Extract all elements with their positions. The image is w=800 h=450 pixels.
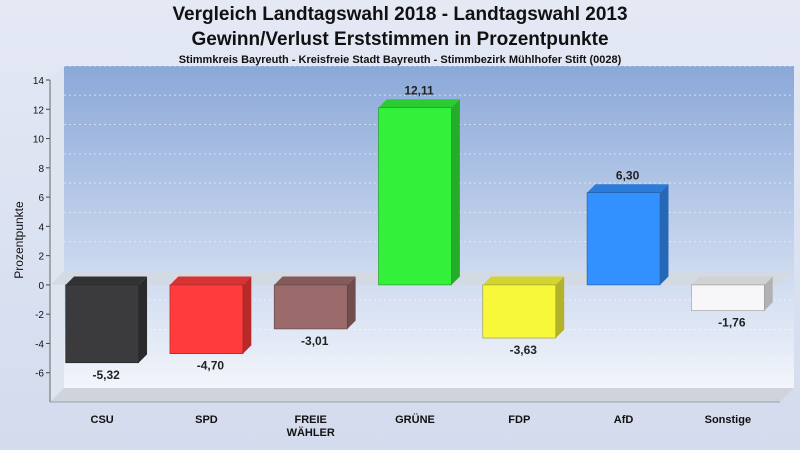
x-tick-label: CSU	[91, 414, 114, 426]
data-label: -5,32	[92, 368, 120, 382]
bar-top	[169, 276, 252, 285]
y-tick-label: 0	[38, 281, 44, 292]
bar-top	[587, 184, 669, 193]
x-tick-label: SPD	[195, 414, 218, 426]
chart-subtitle: Gewinn/Verlust Erststimmen in Prozentpun…	[191, 29, 609, 50]
data-label: -4,70	[197, 359, 225, 373]
bar-top	[65, 276, 148, 285]
bar-afd	[586, 192, 661, 286]
bar-side	[660, 184, 669, 285]
y-tick-label: 12	[33, 105, 45, 116]
plot-floor	[50, 388, 794, 402]
chart-title: Vergleich Landtagswahl 2018 - Landtagswa…	[172, 4, 628, 25]
bar-top	[274, 276, 356, 285]
data-label: 12,11	[404, 83, 434, 97]
y-tick-label: -6	[35, 369, 44, 380]
bar-side	[347, 276, 356, 329]
bar-csu	[65, 284, 139, 364]
data-label: 6,30	[616, 168, 640, 182]
y-tick-label: 4	[38, 222, 44, 233]
y-tick-label: 6	[38, 193, 44, 204]
y-tick-label: 10	[33, 135, 45, 146]
y-tick-label: -2	[35, 310, 44, 321]
bar-top	[378, 99, 460, 108]
x-tick-label: FDP	[508, 414, 530, 426]
x-tick-label: Sonstige	[705, 414, 751, 426]
data-label: -3,01	[301, 334, 329, 348]
bar-sonstige	[691, 284, 765, 311]
x-tick-label: AfD	[614, 414, 634, 426]
bar-grüne	[378, 107, 452, 286]
bar-freie-wähler	[273, 284, 348, 330]
x-tick-label: FREIE	[295, 414, 327, 426]
plot-left-wall	[50, 66, 64, 402]
bar-fdp	[482, 284, 557, 339]
bar-side	[555, 276, 565, 339]
y-tick-label: 8	[38, 164, 44, 175]
bar-side	[138, 276, 148, 363]
bar-side	[451, 99, 460, 285]
data-label: -3,63	[510, 343, 538, 357]
bar-top	[482, 276, 565, 285]
x-tick-label: GRÜNE	[395, 413, 435, 426]
bar-top	[691, 276, 773, 285]
y-tick-label: -4	[35, 339, 44, 350]
y-tick-label: 2	[38, 252, 44, 263]
bar-side	[242, 276, 252, 354]
data-label: -1,76	[718, 316, 746, 330]
x-tick-label: WÄHLER	[287, 426, 335, 439]
bar-side	[764, 276, 773, 311]
chart-caption: Stimmkreis Bayreuth - Kreisfreie Stadt B…	[178, 54, 622, 66]
y-tick-label: 14	[33, 76, 45, 87]
bar-spd	[169, 284, 244, 354]
